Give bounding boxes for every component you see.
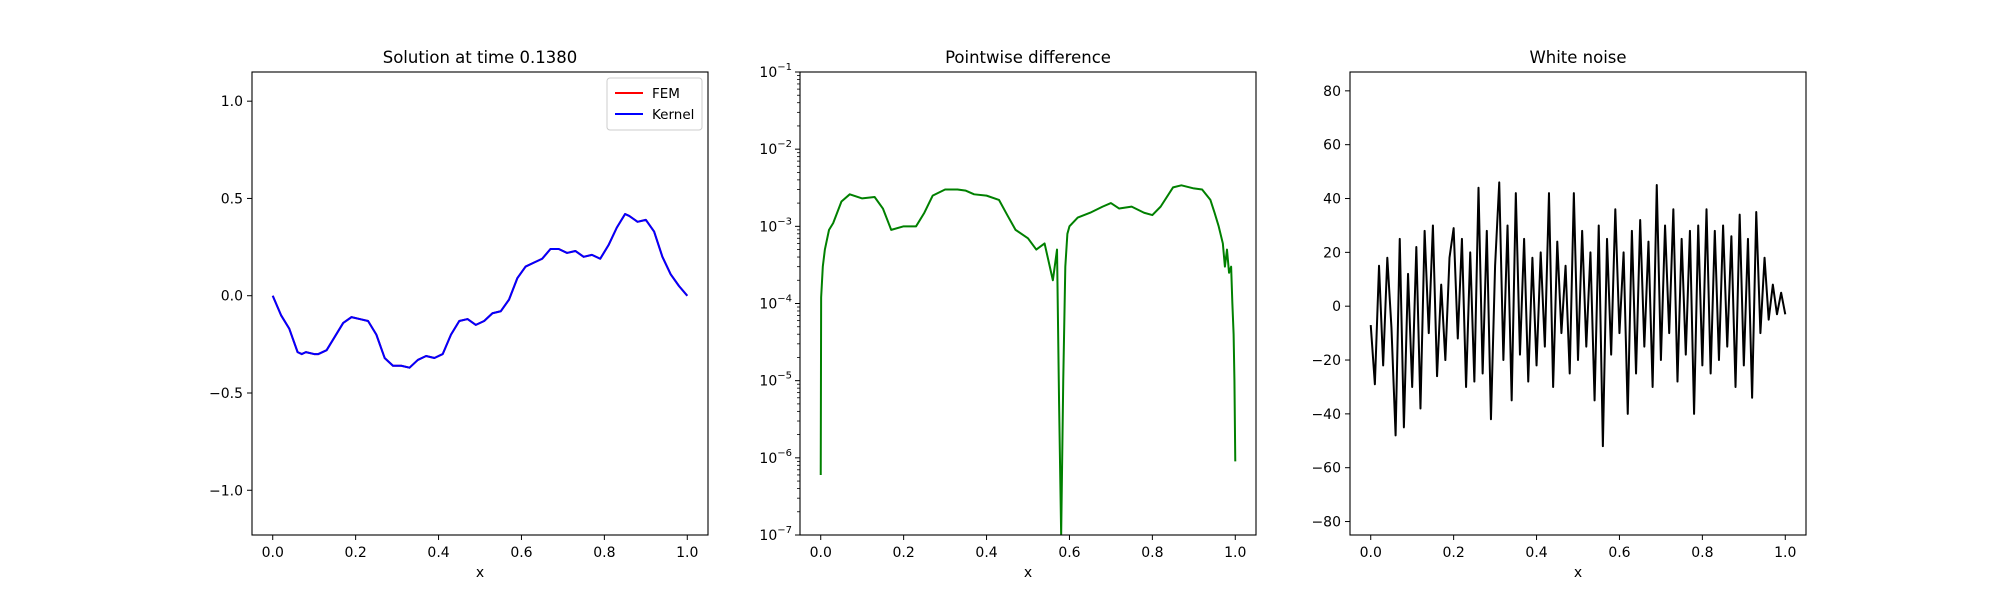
pointwise-difference-title: Pointwise difference — [945, 48, 1111, 67]
fem-legend-label: FEM — [652, 86, 680, 102]
white-noise-series-group — [1369, 181, 1787, 448]
x-tick-label: 0.0 — [1360, 545, 1382, 561]
x-tick-label: 0.6 — [510, 545, 532, 561]
x-tick-label: 0.0 — [262, 545, 284, 561]
y-tick-label: 0 — [1332, 299, 1341, 315]
y-tick-label: −20 — [1311, 353, 1341, 369]
x-tick-label: 0.4 — [427, 545, 449, 561]
y-tick-label: 10−5 — [759, 371, 792, 390]
solution-x-axis-label: x — [476, 565, 484, 581]
y-tick-label: 10−7 — [759, 525, 792, 544]
pointwise-difference-axes-frame — [799, 71, 1257, 536]
x-tick-label: 0.2 — [1443, 545, 1465, 561]
y-tick-label: −40 — [1311, 407, 1341, 423]
solution-title: Solution at time 0.1380 — [383, 48, 578, 67]
x-tick-label: 0.6 — [1058, 545, 1080, 561]
x-tick-label: 1.0 — [1224, 545, 1246, 561]
solution-axes-frame — [251, 71, 709, 536]
y-tick-label: 20 — [1323, 245, 1341, 261]
x-tick-label: 0.8 — [1141, 545, 1163, 561]
legend: FEM Kernel — [606, 77, 703, 131]
y-tick-label: 10−4 — [759, 294, 792, 313]
y-tick-label: 0.5 — [221, 191, 243, 207]
y-tick-label: 10−2 — [759, 139, 792, 158]
legend-box — [606, 77, 703, 131]
x-tick-label: 0.4 — [1525, 545, 1547, 561]
fem-series-line — [271, 213, 689, 369]
white-noise-title: White noise — [1529, 48, 1626, 67]
y-tick-label: 1.0 — [221, 94, 243, 110]
x-tick-label: 1.0 — [1774, 545, 1796, 561]
x-tick-label: 0.6 — [1608, 545, 1630, 561]
y-tick-label: −1.0 — [209, 483, 243, 499]
x-tick-label: 0.2 — [345, 545, 367, 561]
x-tick-label: 0.8 — [593, 545, 615, 561]
x-tick-label: 1.0 — [676, 545, 698, 561]
kernel-series-line — [271, 213, 689, 369]
y-tick-label: 40 — [1323, 192, 1341, 208]
y-tick-label: 10−1 — [759, 62, 792, 81]
y-tick-label: −60 — [1311, 461, 1341, 477]
white-noise-plot-panel: 0.0 0.2 0.4 0.6 0.8 1.0 −80 −60 −40 −20 0 20 40 60 80 W… — [1311, 48, 1807, 581]
white-noise-x-axis-label: x — [1574, 565, 1582, 581]
x-tick-label: 0.2 — [893, 545, 915, 561]
solution-series-group — [271, 213, 689, 369]
y-tick-label: −80 — [1311, 515, 1341, 531]
kernel-legend-label: Kernel — [652, 107, 694, 123]
y-tick-label: −0.5 — [209, 386, 243, 402]
pointwise-difference-plot-panel: 0.0 0.2 0.4 0.6 0.8 1.0 10−7 10−6 10−5 10−4 10−3 10… — [759, 48, 1257, 581]
y-tick-label: 0.0 — [221, 289, 243, 305]
pointwise-difference-series-line — [819, 184, 1237, 535]
y-tick-label: 10−3 — [759, 216, 792, 235]
x-tick-label: 0.0 — [810, 545, 832, 561]
white-noise-axes-frame — [1349, 71, 1807, 536]
x-tick-label: 0.4 — [975, 545, 997, 561]
white-noise-series-line — [1369, 181, 1787, 448]
y-tick-label: 60 — [1323, 138, 1341, 154]
pointwise-difference-x-axis-label: x — [1024, 565, 1032, 581]
y-tick-label: 80 — [1323, 84, 1341, 100]
solution-plot-panel: 0.0 0.2 0.4 0.6 0.8 1.0 −1.0 −0.5 0.0 0.5 1.0 Solut… — [209, 48, 709, 581]
y-tick-label: 10−6 — [759, 448, 792, 467]
pointwise-difference-series-group — [819, 184, 1237, 535]
x-tick-label: 0.8 — [1691, 545, 1713, 561]
